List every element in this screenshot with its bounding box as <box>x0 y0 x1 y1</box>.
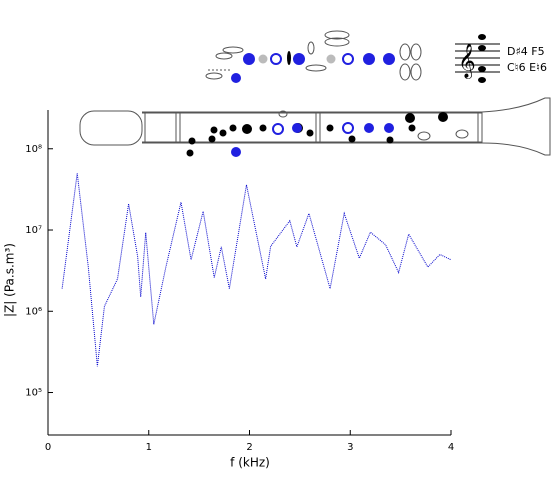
x-tick-label: 1 <box>146 442 152 453</box>
y-axis-label: |Z| (Pa.s.m³) <box>3 243 17 317</box>
clarinet-drawing <box>79 97 551 157</box>
line-series <box>61 173 452 367</box>
svg-text:𝄞: 𝄞 <box>458 44 476 80</box>
note-annotation: C♮6 E♮6 <box>507 61 547 74</box>
y-tick-label: 10⁶ <box>25 306 42 317</box>
y-tick-label: 10⁷ <box>25 225 42 236</box>
y-tick-label: 10⁸ <box>25 144 42 155</box>
note-annotation: D♯4 F5 <box>507 45 545 58</box>
x-tick-label: 4 <box>448 442 454 453</box>
x-axis-label: f (kHz) <box>230 456 270 470</box>
x-tick-label: 0 <box>45 442 51 453</box>
fingering-chart: 𝄞 D♯4 F5 C♮6 E♮6 <box>205 30 547 83</box>
y-tick-label: 10⁵ <box>25 388 42 399</box>
x-tick-label: 3 <box>347 442 353 453</box>
x-tick-label: 2 <box>246 442 252 453</box>
